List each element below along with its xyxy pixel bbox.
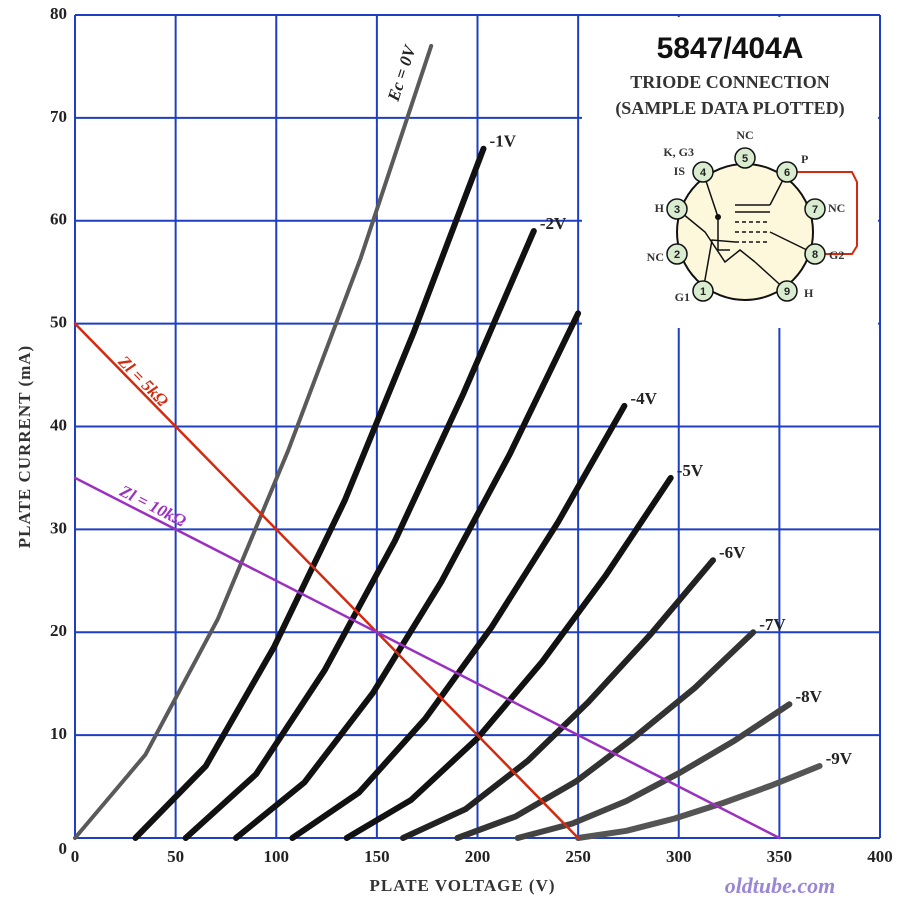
pin-label: K, G3 xyxy=(663,145,694,159)
y-axis-title: PLATE CURRENT (mA) xyxy=(15,345,34,548)
pin xyxy=(666,198,688,220)
pin-number: 4 xyxy=(700,167,707,179)
plate-curve xyxy=(400,557,716,841)
x-tick-label: 350 xyxy=(767,847,793,866)
x-tick-label: 0 xyxy=(71,847,80,866)
pin xyxy=(804,243,826,265)
strap-wire xyxy=(797,171,858,255)
y-tick-label: 50 xyxy=(50,313,67,332)
pin-label: NC xyxy=(736,128,753,142)
y-tick-label: 40 xyxy=(50,415,67,434)
plate-curve xyxy=(575,763,823,841)
y-tick-label: 70 xyxy=(50,107,67,126)
pin-label: G2 xyxy=(829,248,844,262)
curve-label: -4V xyxy=(630,389,657,408)
pin xyxy=(692,280,714,302)
pin xyxy=(776,161,798,183)
pin-label: NC xyxy=(647,250,664,264)
load-line xyxy=(73,476,781,840)
pin xyxy=(734,147,756,169)
curve-label: -6V xyxy=(719,543,746,562)
x-tick-label: 250 xyxy=(565,847,591,866)
chart-subtitle: (SAMPLE DATA PLOTTED) xyxy=(615,98,844,119)
curve-label: -5V xyxy=(677,461,704,480)
plate-curve xyxy=(514,701,793,841)
pin-label: NC xyxy=(828,201,845,215)
x-tick-label: 400 xyxy=(867,847,893,866)
y-tick-label: 10 xyxy=(50,724,67,743)
pin-label: IS xyxy=(674,164,686,178)
curves xyxy=(73,43,823,841)
pin-number: 1 xyxy=(700,286,706,298)
y-tick-label: 20 xyxy=(50,621,67,640)
chart-subtitle: TRIODE CONNECTION xyxy=(630,72,830,92)
pin-label: P xyxy=(801,152,808,166)
curve-label: -2V xyxy=(540,214,567,233)
junction xyxy=(715,214,721,220)
pin-number: 7 xyxy=(812,204,818,216)
y-tick-label: 80 xyxy=(50,4,67,23)
x-tick-label: 200 xyxy=(465,847,491,866)
inset: 5847/404A TRIODE CONNECTION (SAMPLE DATA… xyxy=(582,17,878,328)
curve-label: -8V xyxy=(795,687,822,706)
pin-number: 9 xyxy=(784,286,790,298)
chart-title: 5847/404A xyxy=(657,32,804,65)
y-tick-label: 30 xyxy=(50,518,67,537)
pin-label: H xyxy=(655,201,665,215)
y-tick-label: 0 xyxy=(59,839,68,858)
curve-label: -7V xyxy=(759,615,786,634)
pin xyxy=(804,198,826,220)
plate-curve xyxy=(182,228,537,841)
pin-number: 3 xyxy=(674,204,680,216)
pin xyxy=(776,280,798,302)
y-tick-label: 60 xyxy=(50,210,67,229)
x-tick-label: 150 xyxy=(364,847,390,866)
pin-number: 2 xyxy=(674,249,680,261)
plate-curve xyxy=(132,145,487,841)
watermark: oldtube.com xyxy=(725,873,836,898)
plate-curve xyxy=(454,629,757,841)
pin xyxy=(692,161,714,183)
load-line xyxy=(73,322,580,840)
pin-label: H xyxy=(804,286,814,300)
pin-number: 6 xyxy=(784,167,790,179)
plate-curve xyxy=(233,310,582,841)
x-tick-label: 100 xyxy=(264,847,290,866)
pin xyxy=(666,243,688,265)
x-tick-label: 50 xyxy=(167,847,184,866)
pin-number: 8 xyxy=(812,249,818,261)
pin-label: G1 xyxy=(675,290,690,304)
x-axis-title: PLATE VOLTAGE (V) xyxy=(369,876,555,895)
curve-label: -9V xyxy=(826,749,853,768)
plate-curve xyxy=(73,43,434,840)
curve-label: -1V xyxy=(490,132,517,151)
pin-number: 5 xyxy=(742,153,748,165)
x-tick-label: 300 xyxy=(666,847,692,866)
